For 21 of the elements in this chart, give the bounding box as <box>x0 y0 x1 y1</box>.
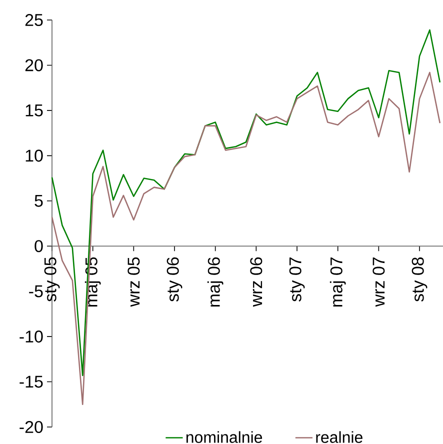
x-tick-label: wrz 07 <box>372 258 385 307</box>
y-tick-label: -20 <box>20 420 43 434</box>
y-tick-label: 25 <box>25 14 43 26</box>
x-tick-label: sty 05 <box>44 257 60 302</box>
x-tick-label: sty 07 <box>289 258 305 302</box>
y-tick-label: 5 <box>34 194 43 207</box>
y-tick-label: 10 <box>26 150 43 162</box>
x-tick-label: sty 06 <box>166 257 182 302</box>
y-tick-label: -10 <box>20 330 43 343</box>
x-tick-label: sty 08 <box>412 257 428 302</box>
y-tick-label: -5 <box>29 285 43 298</box>
legend-label: realnie <box>316 431 362 443</box>
x-tick-label: maj 07 <box>330 258 346 307</box>
x-tick-label: maj 06 <box>207 257 224 307</box>
y-tick-label: 20 <box>25 59 43 72</box>
x-tick-label: wrz 06 <box>250 257 262 307</box>
x-tick-label: wrz 05 <box>128 257 140 307</box>
y-tick-label: 0 <box>34 240 43 252</box>
y-tick-label: 15 <box>26 104 43 116</box>
legend-label: nominalnie <box>186 431 262 443</box>
y-tick-label: -15 <box>20 376 43 388</box>
